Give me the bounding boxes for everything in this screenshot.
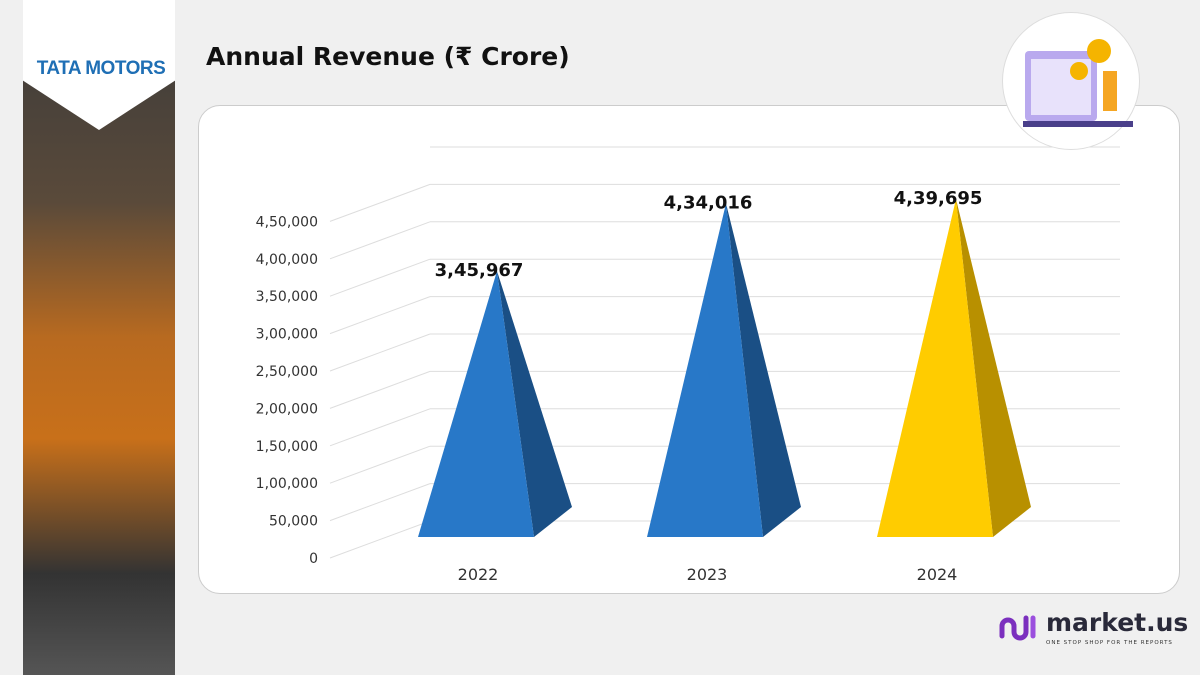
grid-diagonal: [329, 258, 431, 297]
y-tick-label: 1,00,000: [256, 476, 318, 492]
y-tick-label: 2,00,000: [256, 401, 318, 417]
data-label: 3,45,967: [435, 260, 524, 281]
pyramid-bar-2024: [877, 199, 993, 537]
data-label: 4,39,695: [894, 188, 983, 209]
market-us-logo: market.us ONE STOP SHOP FOR THE REPORTS: [998, 608, 1188, 646]
x-tick-label: 2023: [687, 565, 728, 584]
pyramid-bar-2022: [418, 271, 534, 537]
y-tick-label: 3,00,000: [256, 327, 318, 343]
y-tick-label: 4,00,000: [256, 252, 318, 268]
pyramid-side-2024: [956, 199, 1031, 537]
grid-diagonal: [329, 370, 431, 409]
tata-motors-logo: TATA MOTORS: [36, 58, 166, 79]
y-tick-label: 50,000: [269, 514, 318, 530]
x-tick-label: 2022: [458, 565, 499, 584]
y-tick-label: 0: [309, 551, 318, 567]
pyramid-side-2022: [497, 271, 572, 537]
brand-name: market.us: [1046, 608, 1189, 637]
brand-tagline: ONE STOP SHOP FOR THE REPORTS: [1046, 640, 1173, 646]
x-tick-label: 2024: [917, 565, 958, 584]
report-illustration: [1002, 12, 1140, 150]
pyramid-bar-2023: [647, 203, 763, 537]
page-title: Annual Revenue (₹ Crore): [206, 42, 570, 71]
market-us-icon: [999, 615, 1036, 641]
grid-diagonal: [329, 333, 431, 372]
grid-diagonal: [329, 183, 431, 222]
grid-diagonal: [329, 408, 431, 447]
y-tick-label: 2,50,000: [256, 364, 318, 380]
grid-diagonal: [329, 445, 431, 484]
grid-diagonal: [329, 221, 431, 260]
y-tick-label: 1,50,000: [256, 439, 318, 455]
y-tick-label: 4,50,000: [256, 214, 318, 230]
grid-diagonal: [329, 296, 431, 335]
data-label: 4,34,016: [664, 192, 753, 213]
y-tick-label: 3,50,000: [256, 289, 318, 305]
pyramid-side-2023: [726, 203, 801, 537]
grid-diagonal: [329, 520, 431, 559]
grid-diagonal: [329, 483, 431, 522]
